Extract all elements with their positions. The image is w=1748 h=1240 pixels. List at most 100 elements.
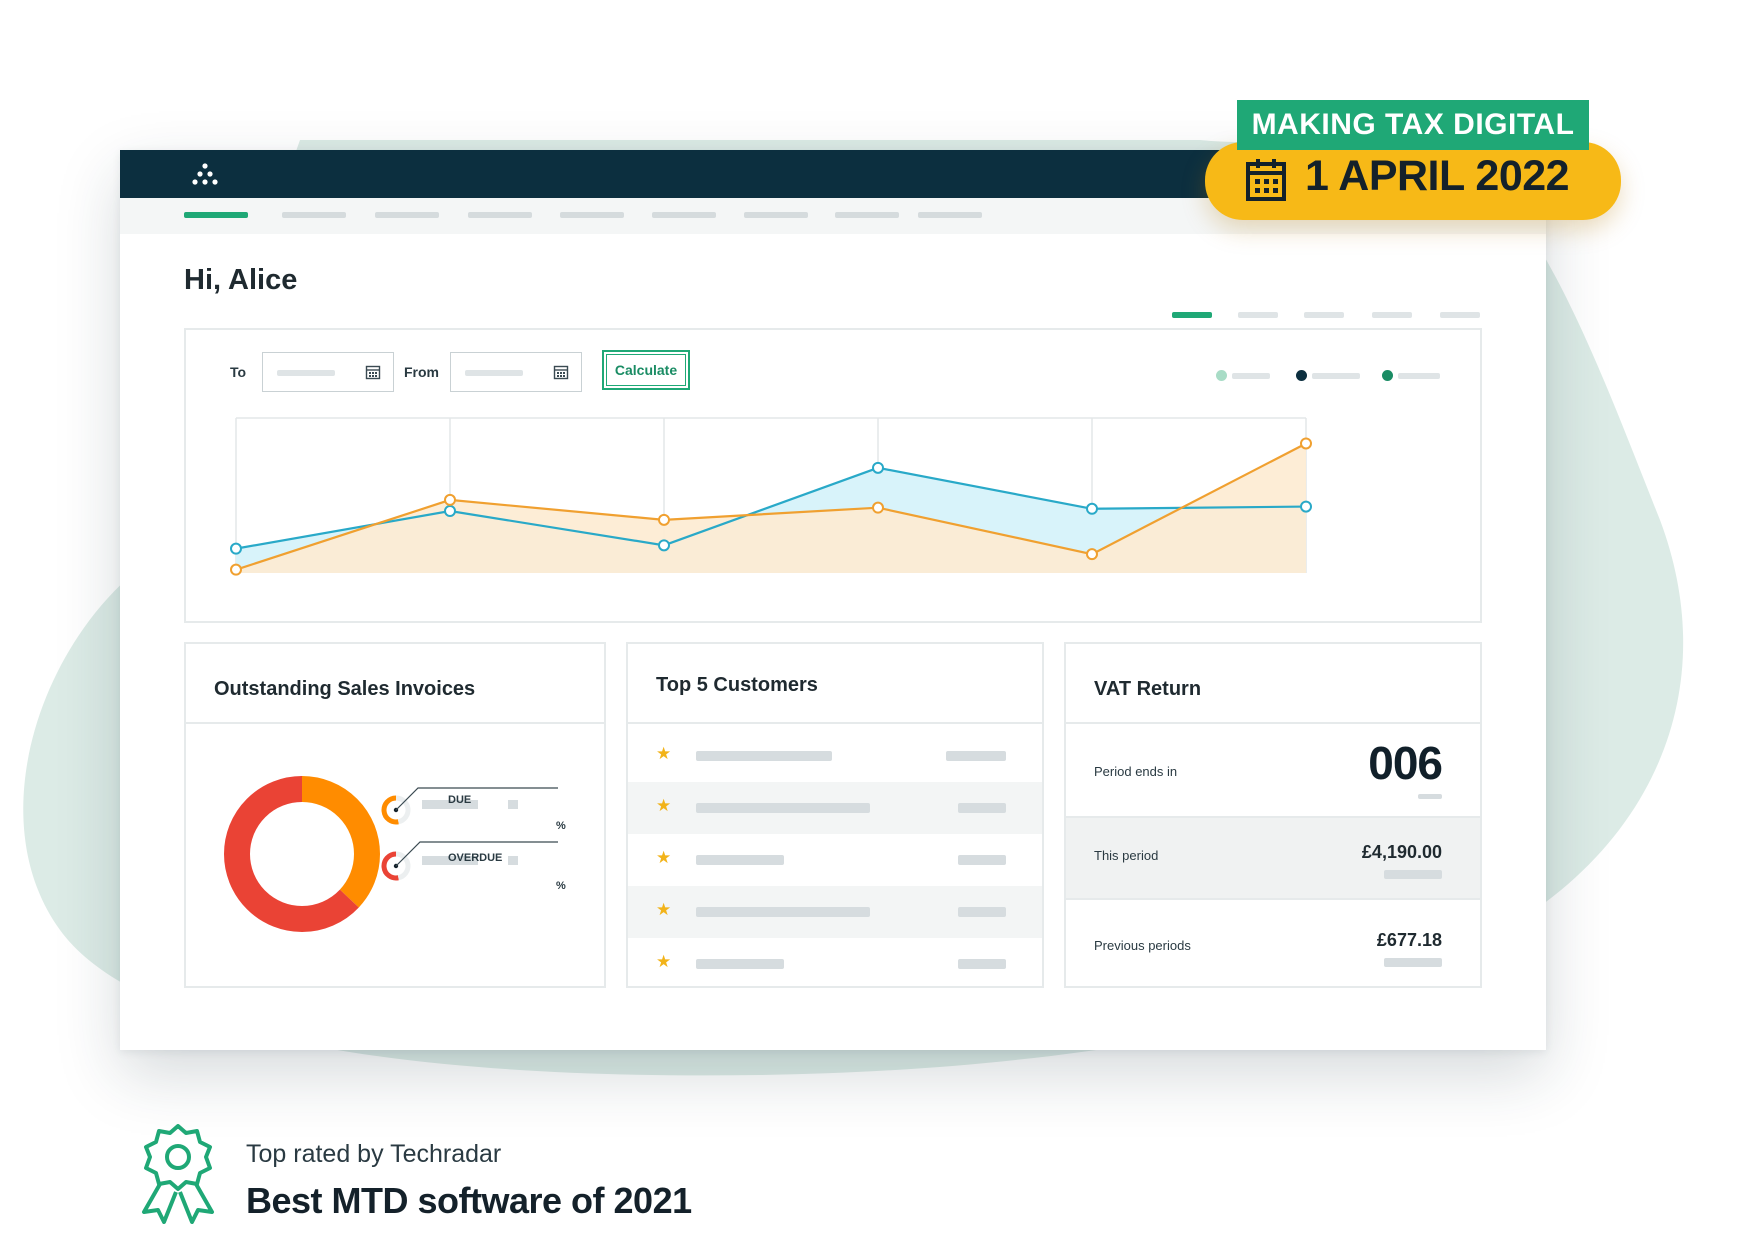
series-1-point bbox=[658, 539, 670, 552]
chart-tab-4[interactable] bbox=[1372, 312, 1412, 318]
star-icon: ★ bbox=[656, 900, 672, 919]
badge-title: MAKING TAX DIGITAL bbox=[1237, 100, 1589, 150]
nav-tab-5[interactable] bbox=[560, 212, 624, 218]
series-1-point bbox=[444, 505, 456, 517]
nav-tab-4[interactable] bbox=[468, 212, 532, 218]
top-customers-panel: Top 5 Customers ★ ★ ★ ★ bbox=[626, 642, 1044, 988]
badge-date-pill: 1 APRIL 2022 bbox=[1205, 142, 1621, 220]
panel-title: VAT Return bbox=[1094, 678, 1202, 700]
to-date-input[interactable] bbox=[262, 352, 394, 392]
series-2-point bbox=[230, 563, 242, 576]
customer-row[interactable]: ★ bbox=[628, 886, 1042, 938]
customer-name bbox=[696, 907, 870, 917]
overdue-gauge-arc bbox=[381, 851, 399, 881]
divider bbox=[1066, 722, 1480, 724]
to-label: To bbox=[230, 364, 247, 380]
mtd-badge: 1 APRIL 2022 MAKING TAX DIGITAL bbox=[1205, 100, 1625, 230]
period-caption bbox=[1418, 794, 1442, 799]
chart-tab-3[interactable] bbox=[1304, 312, 1344, 318]
customer-row[interactable]: ★ bbox=[628, 782, 1042, 834]
customer-name bbox=[696, 803, 870, 813]
customer-row[interactable]: ★ bbox=[628, 730, 1042, 782]
previous-value: £677.18 bbox=[1376, 930, 1442, 950]
legend-dot-2 bbox=[1296, 370, 1307, 381]
star-icon: ★ bbox=[656, 744, 672, 763]
overdue-leader-line bbox=[395, 841, 558, 867]
to-date-placeholder bbox=[277, 370, 335, 376]
nav-tab-dashboard[interactable] bbox=[184, 212, 248, 218]
chart-tab-1[interactable] bbox=[1172, 312, 1212, 318]
vat-previous-row[interactable]: Previous periods £677.18 bbox=[1066, 900, 1480, 986]
star-icon: ★ bbox=[656, 848, 672, 867]
due-gauge-arc bbox=[381, 795, 399, 825]
due-percent-placeholder bbox=[508, 800, 518, 809]
donut-slice-overdue bbox=[224, 776, 380, 932]
customer-value bbox=[946, 751, 1006, 761]
customer-name bbox=[696, 855, 784, 865]
badge-date: 1 APRIL 2022 bbox=[1305, 152, 1570, 200]
vat-period-row: Period ends in 006 bbox=[1066, 724, 1480, 816]
legend-dot-1 bbox=[1216, 370, 1227, 381]
chart-card: To From Calculate bbox=[184, 328, 1482, 623]
chart-tab-2[interactable] bbox=[1238, 312, 1278, 318]
calculate-button[interactable]: Calculate bbox=[602, 350, 690, 390]
legend-label-1 bbox=[1232, 373, 1270, 379]
due-amount-placeholder bbox=[422, 800, 478, 809]
panel-title: Outstanding Sales Invoices bbox=[214, 678, 476, 700]
from-label: From bbox=[404, 364, 439, 380]
panel-title: Top 5 Customers bbox=[656, 674, 818, 696]
overdue-percent-placeholder bbox=[508, 856, 518, 865]
nav-tab-7[interactable] bbox=[744, 212, 808, 218]
due-percent-symbol: % bbox=[556, 820, 566, 832]
chart-tab-5[interactable] bbox=[1440, 312, 1480, 318]
period-value: 006 bbox=[1368, 737, 1443, 789]
nav-tab-6[interactable] bbox=[652, 212, 716, 218]
series-2-point bbox=[1300, 437, 1312, 450]
nav-tab-8[interactable] bbox=[835, 212, 899, 218]
nav-tab-3[interactable] bbox=[375, 212, 439, 218]
series-1-point bbox=[872, 461, 884, 474]
overdue-percent-symbol: % bbox=[556, 880, 566, 892]
previous-caption bbox=[1384, 958, 1442, 967]
calendar-icon[interactable] bbox=[553, 364, 569, 380]
customer-row[interactable]: ★ bbox=[628, 938, 1042, 986]
due-label: DUE bbox=[448, 794, 472, 806]
divider bbox=[628, 722, 1042, 724]
logo-icon[interactable] bbox=[190, 160, 220, 190]
calendar-icon[interactable] bbox=[365, 364, 381, 380]
from-date-input[interactable] bbox=[450, 352, 582, 392]
customer-value bbox=[958, 803, 1006, 813]
customer-name bbox=[696, 959, 784, 969]
nav-tab-2[interactable] bbox=[282, 212, 346, 218]
legend-label-3 bbox=[1398, 373, 1440, 379]
series-2-point bbox=[444, 493, 456, 506]
divider bbox=[186, 722, 604, 724]
series-1-point bbox=[230, 542, 242, 555]
star-icon: ★ bbox=[656, 796, 672, 815]
from-date-placeholder bbox=[465, 370, 523, 376]
legend-dot-3 bbox=[1382, 370, 1393, 381]
due-leader-line bbox=[395, 787, 558, 811]
series-2-line bbox=[235, 442, 1307, 571]
customer-row[interactable]: ★ bbox=[628, 834, 1042, 886]
this-period-label: This period bbox=[1094, 848, 1159, 863]
nav-tab-9[interactable] bbox=[918, 212, 982, 218]
app-window: Hi, Alice To From bbox=[120, 150, 1546, 1050]
award-caption: Top rated by Techradar bbox=[246, 1140, 502, 1168]
due-gauge-track bbox=[395, 795, 411, 825]
customer-value bbox=[958, 959, 1006, 969]
previous-label: Previous periods bbox=[1094, 938, 1191, 953]
award-title: Best MTD software of 2021 bbox=[246, 1180, 692, 1221]
vat-this-period-row[interactable]: This period £4,190.00 bbox=[1066, 816, 1480, 900]
this-period-caption bbox=[1384, 870, 1442, 879]
invoice-donut-chart bbox=[224, 776, 558, 932]
sales-invoices-panel: Outstanding Sales Invoices DUE OVERDUE %… bbox=[184, 642, 606, 988]
calendar-icon bbox=[1246, 159, 1286, 201]
series-1-point bbox=[1300, 500, 1312, 513]
star-icon: ★ bbox=[656, 952, 672, 971]
overdue-amount-placeholder bbox=[422, 856, 478, 865]
series-2-point bbox=[1086, 548, 1098, 561]
overdue-label: OVERDUE bbox=[448, 852, 503, 864]
greeting-heading: Hi, Alice bbox=[184, 264, 298, 296]
this-period-value: £4,190.00 bbox=[1361, 842, 1442, 862]
